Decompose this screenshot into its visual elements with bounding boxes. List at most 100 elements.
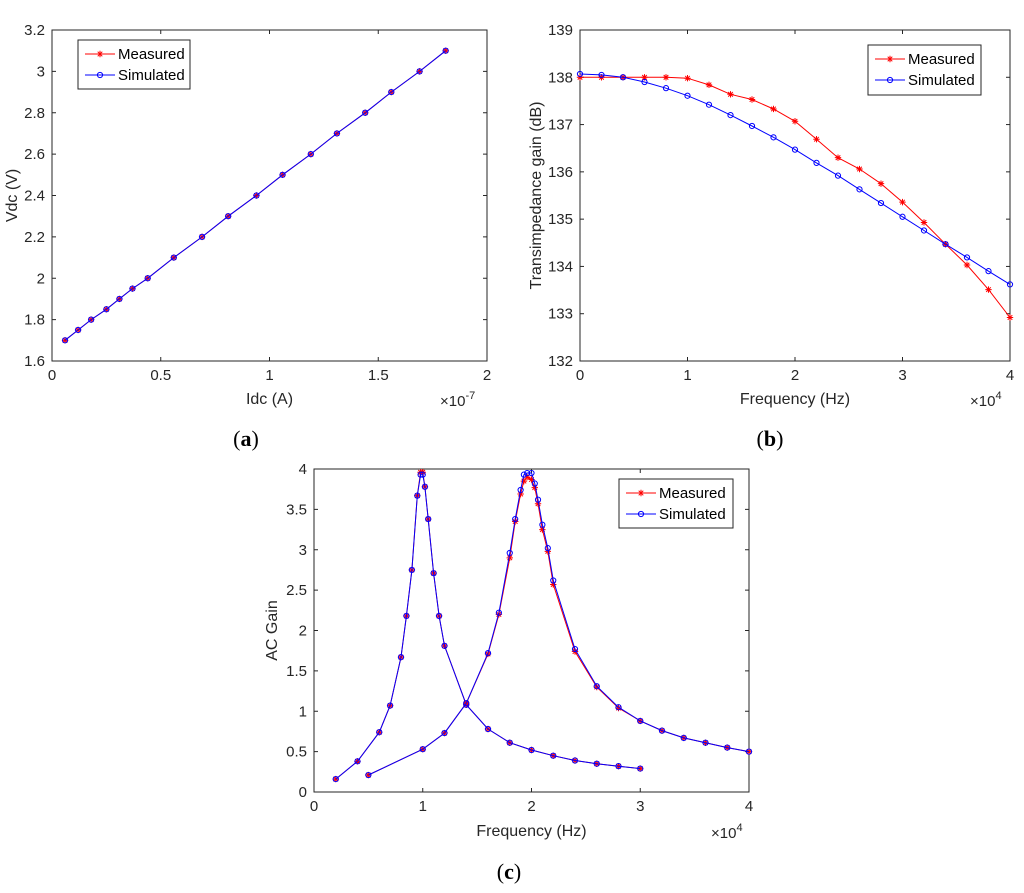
y-tick-label: 0.5 xyxy=(286,744,307,761)
x-exponent-power: -7 xyxy=(465,390,475,402)
data-point xyxy=(463,700,470,707)
data-point xyxy=(593,683,600,691)
y-tick-label: 1.8 xyxy=(24,312,45,329)
data-point xyxy=(387,702,394,709)
y-tick-label: 2.5 xyxy=(286,582,307,599)
chart-panel-a: 0 0.5 1 1.5 2 1.6 1.8 2 2.2 2.4 2.6 2.8 3 3.2 Idc (A) V… xyxy=(4,22,491,451)
data-point xyxy=(419,746,426,753)
data-point xyxy=(253,192,260,199)
y-tick-label: 135 xyxy=(548,211,573,228)
data-point xyxy=(365,771,372,779)
x-exponent-label: ×10-7 xyxy=(440,390,475,410)
x-tick-label: 0 xyxy=(48,367,56,384)
data-point xyxy=(856,165,863,173)
data-point xyxy=(598,71,605,79)
y-tick-label: 3 xyxy=(37,63,45,80)
data-point xyxy=(333,130,341,137)
x-tick-label: 4 xyxy=(745,798,753,815)
data-point xyxy=(680,734,687,741)
y-tick-label: 133 xyxy=(548,306,573,323)
data-point xyxy=(637,717,644,725)
x-tick-label: 3 xyxy=(636,798,644,815)
x-tick-label: 3 xyxy=(898,367,906,384)
y-tick-label: 1.5 xyxy=(286,663,307,680)
data-point xyxy=(662,85,670,92)
x-tick-label: 1.5 xyxy=(368,367,389,384)
series-line xyxy=(580,76,1011,318)
data-point xyxy=(1006,281,1014,288)
data-point xyxy=(388,88,395,96)
data-point xyxy=(702,739,709,746)
data-point xyxy=(684,92,691,99)
data-point xyxy=(484,650,492,657)
data-point xyxy=(705,81,713,89)
data-point xyxy=(770,105,777,113)
data-point xyxy=(408,566,415,574)
data-point xyxy=(856,186,863,193)
data-point xyxy=(506,739,513,746)
x-tick-label: 2 xyxy=(527,798,535,815)
data-point xyxy=(877,180,885,187)
x-tick-label: 0 xyxy=(576,367,584,384)
panel-label-letter: a xyxy=(241,426,252,451)
y-tick-label: 2.4 xyxy=(24,188,45,205)
data-point xyxy=(615,704,622,712)
data-point xyxy=(88,316,95,323)
data-point xyxy=(770,134,777,141)
data-point xyxy=(550,577,557,584)
x-axis-label: Idc (A) xyxy=(246,391,293,408)
data-point xyxy=(279,171,286,178)
data-point xyxy=(531,484,538,491)
data-point xyxy=(593,683,600,690)
data-point xyxy=(615,763,622,770)
data-point xyxy=(506,554,513,562)
data-point xyxy=(571,757,579,764)
data-point xyxy=(528,476,535,483)
x-axis-label: Frequency (Hz) xyxy=(476,823,586,840)
panel-label-close: ) xyxy=(776,426,783,451)
data-point xyxy=(534,496,542,503)
panel-label-open: ( xyxy=(757,426,764,451)
data-point xyxy=(534,500,542,507)
data-point xyxy=(544,545,551,552)
x-exponent-power: 4 xyxy=(736,822,742,834)
data-point xyxy=(425,515,432,523)
series-simulated-20-khz xyxy=(365,469,753,779)
data-point xyxy=(745,748,753,755)
data-point xyxy=(539,521,546,528)
x-exponent-base: ×10 xyxy=(440,393,465,410)
data-point xyxy=(658,727,666,734)
data-point xyxy=(662,74,670,81)
y-tick-label: 134 xyxy=(548,258,573,275)
x-tick-label: 0.5 xyxy=(150,367,171,384)
data-point xyxy=(520,477,528,485)
series-simulated xyxy=(576,70,1014,288)
series-line xyxy=(579,73,1011,285)
data-point xyxy=(748,96,756,103)
data-point xyxy=(963,261,971,269)
chart-panel-b: 0 1 2 3 4 132 133 134 135 136 137 138 139 Frequency (… xyxy=(528,22,1014,451)
data-point xyxy=(576,70,584,78)
x-exponent-base: ×10 xyxy=(711,825,736,842)
legend-marker xyxy=(886,55,894,63)
y-axis-label: Vdc (V) xyxy=(4,169,21,222)
y-tick-label: 138 xyxy=(548,69,573,86)
data-point xyxy=(512,515,519,523)
data-point xyxy=(403,612,410,620)
data-point xyxy=(684,75,691,82)
y-tick-label: 1 xyxy=(299,703,307,720)
y-tick-label: 2 xyxy=(299,623,307,640)
data-point xyxy=(332,775,339,783)
data-point xyxy=(365,771,372,779)
legend-entry-simulated: Simulated xyxy=(659,506,726,523)
data-point xyxy=(524,469,531,477)
legend-marker xyxy=(96,50,104,58)
data-point xyxy=(517,486,524,494)
data-point xyxy=(103,306,110,313)
y-tick-label: 2 xyxy=(37,270,45,287)
data-point xyxy=(528,746,535,754)
data-point xyxy=(376,729,383,736)
data-point xyxy=(550,581,557,588)
data-point xyxy=(520,471,527,478)
